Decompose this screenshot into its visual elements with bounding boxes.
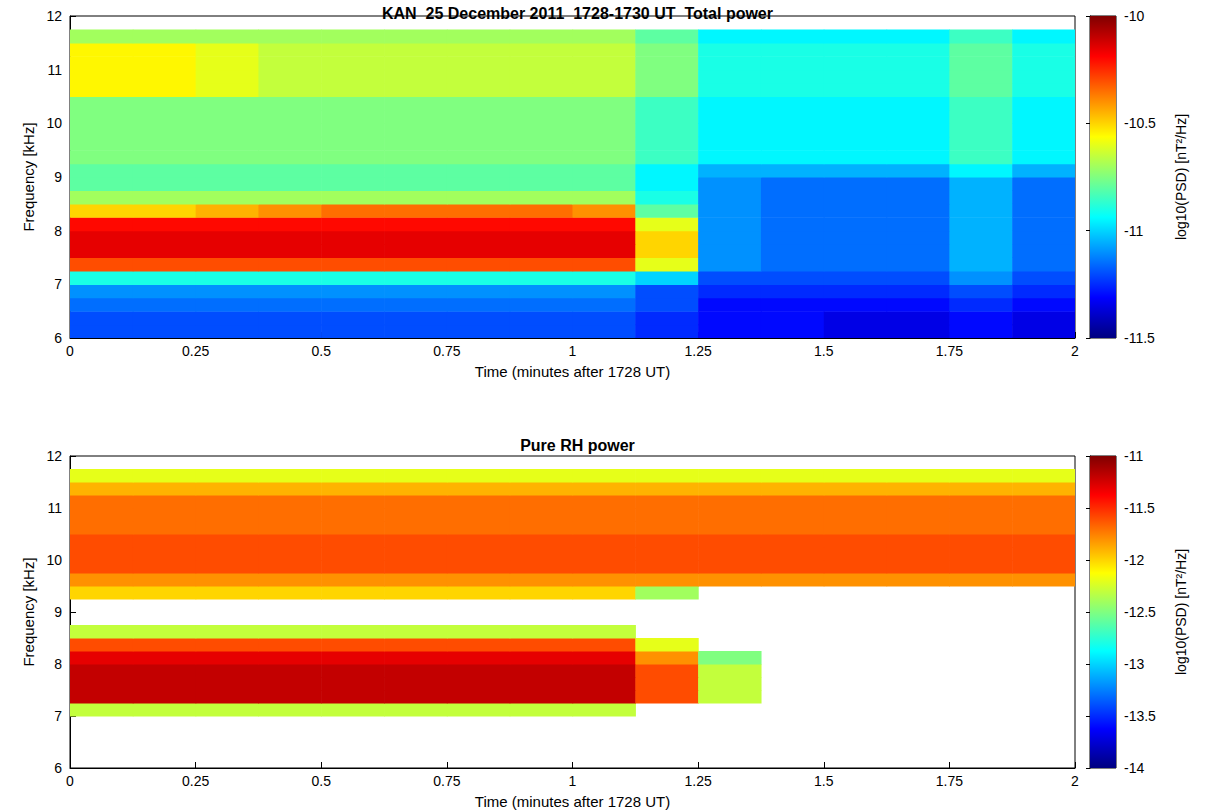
svg-text:-12.5: -12.5 xyxy=(1124,604,1156,620)
svg-text:-11: -11 xyxy=(1124,448,1143,464)
svg-text:Frequency [kHz]: Frequency [kHz] xyxy=(20,122,37,231)
svg-text:Frequency [kHz]: Frequency [kHz] xyxy=(20,557,37,666)
svg-text:7: 7 xyxy=(54,708,62,724)
svg-text:9: 9 xyxy=(54,169,62,185)
svg-text:0: 0 xyxy=(66,343,74,359)
svg-text:7: 7 xyxy=(54,276,62,292)
svg-text:Pure RH power: Pure RH power xyxy=(520,437,635,454)
svg-text:12: 12 xyxy=(46,8,62,24)
svg-text:Time (minutes after 1728 UT): Time (minutes after 1728 UT) xyxy=(475,363,670,380)
svg-text:11: 11 xyxy=(47,500,62,516)
svg-text:8: 8 xyxy=(54,656,62,672)
svg-text:2: 2 xyxy=(1071,343,1079,359)
svg-text:1.5: 1.5 xyxy=(814,773,834,789)
svg-text:-10: -10 xyxy=(1124,8,1144,24)
svg-text:-13.5: -13.5 xyxy=(1124,708,1156,724)
svg-text:1.25: 1.25 xyxy=(685,343,712,359)
svg-text:-13: -13 xyxy=(1124,656,1144,672)
svg-text:6: 6 xyxy=(54,760,62,776)
svg-text:log10(PSD) [nT²/Hz]: log10(PSD) [nT²/Hz] xyxy=(1173,549,1189,675)
svg-text:1: 1 xyxy=(569,773,577,789)
svg-text:6: 6 xyxy=(54,330,62,346)
svg-text:Time (minutes after 1728 UT): Time (minutes after 1728 UT) xyxy=(475,793,670,810)
svg-text:-11: -11 xyxy=(1124,223,1143,239)
svg-text:8: 8 xyxy=(54,223,62,239)
svg-text:11: 11 xyxy=(47,62,62,78)
svg-text:-10.5: -10.5 xyxy=(1124,115,1156,131)
svg-text:1: 1 xyxy=(569,343,577,359)
svg-text:1.25: 1.25 xyxy=(685,773,712,789)
svg-text:-14: -14 xyxy=(1124,760,1144,776)
svg-text:0.75: 0.75 xyxy=(433,343,460,359)
svg-text:0: 0 xyxy=(66,773,74,789)
svg-text:0.25: 0.25 xyxy=(182,773,209,789)
svg-text:2: 2 xyxy=(1071,773,1079,789)
svg-text:0.5: 0.5 xyxy=(312,343,332,359)
svg-text:0.75: 0.75 xyxy=(433,773,460,789)
svg-text:10: 10 xyxy=(46,115,62,131)
svg-text:-11.5: -11.5 xyxy=(1124,500,1155,516)
svg-text:10: 10 xyxy=(46,552,62,568)
svg-text:0.5: 0.5 xyxy=(312,773,332,789)
svg-text:-12: -12 xyxy=(1124,552,1144,568)
svg-text:0.25: 0.25 xyxy=(182,343,209,359)
svg-text:12: 12 xyxy=(46,448,62,464)
svg-text:1.75: 1.75 xyxy=(936,343,963,359)
svg-text:9: 9 xyxy=(54,604,62,620)
svg-text:1.5: 1.5 xyxy=(814,343,834,359)
svg-text:log10(PSD) [nT²/Hz]: log10(PSD) [nT²/Hz] xyxy=(1173,114,1189,240)
svg-text:1.75: 1.75 xyxy=(936,773,963,789)
svg-text:-11.5: -11.5 xyxy=(1124,330,1155,346)
svg-text:KAN 25 December 2011 1728-17: KAN 25 December 2011 1728-1730 UT Total … xyxy=(382,5,773,22)
